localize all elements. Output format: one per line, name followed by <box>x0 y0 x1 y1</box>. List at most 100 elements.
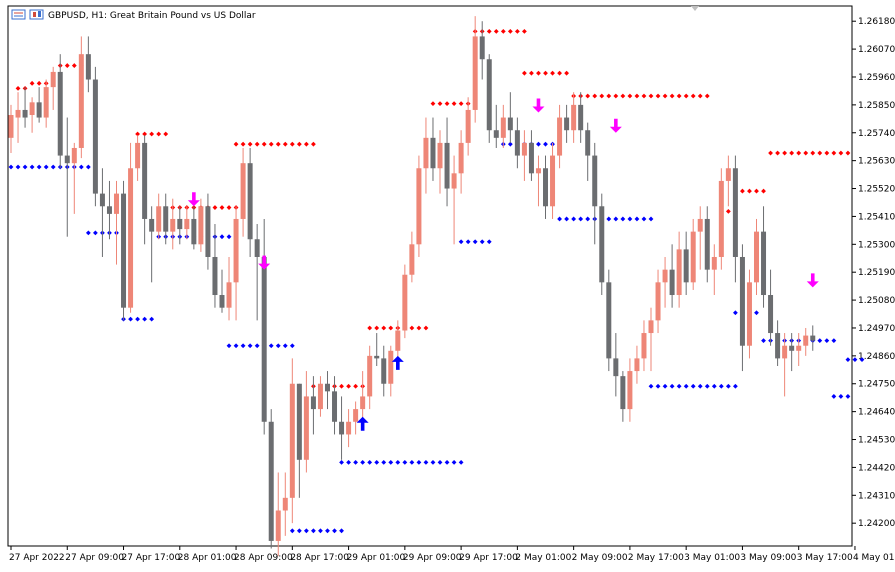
support-dot <box>845 357 851 363</box>
resistance-dot <box>606 93 612 99</box>
support-dot <box>634 216 640 222</box>
support-dot <box>718 383 724 389</box>
bearish-candle <box>739 256 745 346</box>
candle-type-icon[interactable] <box>29 9 44 20</box>
bullish-candle <box>346 421 352 435</box>
bearish-candle <box>507 117 513 131</box>
support-dot <box>332 528 337 534</box>
support-dot <box>8 164 14 170</box>
resistance-dot <box>486 28 492 34</box>
resistance-dot <box>810 150 816 156</box>
bearish-candle <box>528 142 534 174</box>
support-dot <box>339 459 344 465</box>
support-dot <box>578 216 584 222</box>
resistance-dot <box>15 85 21 91</box>
support-dot <box>437 459 443 465</box>
time-tick-label: 29 Apr 17:00 <box>459 553 518 563</box>
bullish-candle <box>472 36 478 110</box>
support-dot <box>92 230 98 236</box>
support-dot <box>451 459 457 465</box>
bullish-candle <box>78 54 84 148</box>
resistance-dot <box>564 70 570 76</box>
resistance-dot <box>500 28 506 34</box>
bullish-candle <box>43 87 49 118</box>
bearish-candle <box>704 218 710 270</box>
resistance-dot <box>824 150 830 156</box>
bullish-candle <box>360 396 366 410</box>
support-dot <box>641 216 647 222</box>
bullish-candle <box>557 117 563 156</box>
bullish-candle <box>634 358 640 372</box>
time-tick-label: 2 May 09:00 <box>572 553 628 563</box>
bullish-candle <box>676 249 682 296</box>
resistance-dot <box>789 150 795 156</box>
resistance-dot <box>585 93 591 99</box>
bullish-candle <box>458 142 464 174</box>
support-dot <box>367 459 373 465</box>
time-tick-label: 27 Apr 09:00 <box>65 553 124 563</box>
price-tick-label: 1.24640 <box>858 408 895 418</box>
support-dot <box>339 528 344 534</box>
resistance-dot <box>367 325 373 331</box>
support-dot <box>318 528 323 534</box>
bearish-candle <box>64 155 70 164</box>
support-dot <box>346 459 351 465</box>
bearish-candle <box>36 102 42 118</box>
bullish-candle <box>233 218 239 283</box>
resistance-dot <box>613 93 619 99</box>
support-dot <box>585 216 591 222</box>
chart-shift-marker[interactable] <box>691 6 699 11</box>
support-dot <box>732 310 738 316</box>
bullish-candle <box>29 102 35 116</box>
resistance-dot <box>381 325 387 331</box>
bearish-candle <box>592 155 598 207</box>
bearish-candle <box>268 421 274 541</box>
support-dot <box>543 141 548 147</box>
bullish-candle <box>128 168 134 308</box>
support-dot <box>732 383 738 389</box>
bullish-candle <box>550 155 556 207</box>
resistance-dot <box>761 188 766 194</box>
support-dot <box>128 316 133 322</box>
chart-window-icon[interactable] <box>11 9 26 20</box>
bearish-candle <box>254 239 260 257</box>
resistance-dot <box>346 383 351 389</box>
time-tick-label: 28 Apr 01:00 <box>178 553 237 563</box>
support-dot <box>282 343 288 349</box>
time-tick-label: 4 May 01:00 <box>853 553 895 563</box>
support-dot <box>135 316 140 322</box>
resistance-dot <box>36 80 42 86</box>
candlestick-series <box>8 16 816 557</box>
price-tick-label: 1.24420 <box>858 463 895 473</box>
resistance-dot <box>430 101 436 107</box>
support-dot <box>627 216 633 222</box>
resistance-dot <box>627 93 633 99</box>
resistance-dot <box>247 141 253 147</box>
support-dot <box>472 239 478 245</box>
support-dot <box>43 164 49 170</box>
price-tick-label: 1.25630 <box>858 157 895 167</box>
support-dot <box>240 343 246 349</box>
resistance-dot <box>550 70 555 76</box>
resistance-dot <box>845 150 851 156</box>
bearish-candle <box>205 206 211 257</box>
bullish-candle <box>662 269 668 283</box>
bullish-candle <box>275 510 281 541</box>
resistance-dot <box>543 70 548 76</box>
support-dot <box>824 338 830 344</box>
resistance-dot <box>754 188 759 194</box>
support-dot <box>507 141 513 147</box>
support-dot <box>353 459 359 465</box>
resistance-dot <box>704 93 710 99</box>
resistance-dot <box>592 93 598 99</box>
bearish-candle <box>85 54 91 80</box>
support-dot <box>817 338 823 344</box>
bullish-candle <box>641 333 647 359</box>
resistance-dot <box>163 131 169 137</box>
resistance-dot <box>64 63 70 68</box>
support-dot <box>15 164 21 170</box>
bearish-candle <box>486 59 492 131</box>
support-dot <box>78 164 84 170</box>
